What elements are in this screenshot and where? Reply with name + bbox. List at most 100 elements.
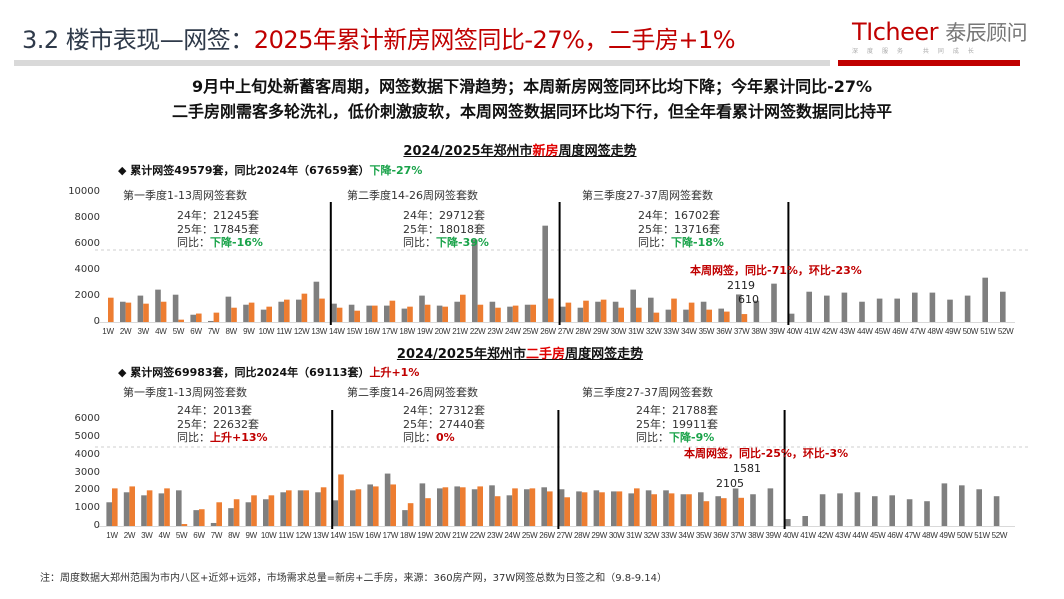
x-tick-label: 28W bbox=[574, 531, 590, 540]
chart-title-part: 2024/2025年郑州市 bbox=[403, 144, 533, 159]
x-tick-label: 4W bbox=[155, 327, 167, 336]
bar-2024-50W bbox=[959, 485, 965, 526]
x-tick-label: 36W bbox=[716, 327, 732, 336]
stat-yoy-label: 同比： bbox=[403, 236, 436, 249]
bar-2025-14W bbox=[336, 307, 343, 322]
data-label: 2119 bbox=[727, 279, 755, 292]
bar-2024-25W bbox=[524, 489, 530, 526]
bar-2024-23W bbox=[489, 485, 495, 526]
bar-2024-13W bbox=[315, 492, 321, 526]
bar-2024-29W bbox=[595, 301, 601, 322]
bar-2024-22W bbox=[471, 489, 478, 526]
bar-2024-28W bbox=[576, 491, 582, 526]
y-tick-label: 2000 bbox=[74, 484, 100, 496]
quarter-label: 第二季度14-26周网签套数 bbox=[347, 386, 478, 399]
bar-2025-3W bbox=[143, 303, 149, 322]
x-tick-label: 21W bbox=[452, 327, 468, 336]
stat-yoy-value: 下降-16% bbox=[210, 236, 263, 249]
bar-2024-41W bbox=[802, 516, 808, 526]
bar-2024-6W bbox=[193, 510, 199, 526]
cumulative-change: 下降-27% bbox=[369, 164, 423, 177]
bar-2024-32W bbox=[645, 490, 652, 526]
bar-2024-43W bbox=[841, 292, 848, 322]
x-tick-label: 34W bbox=[681, 327, 697, 336]
bar-2025-34W bbox=[688, 302, 695, 322]
bar-2024-38W bbox=[750, 494, 756, 526]
stat-2024: 24年：21788套 bbox=[636, 404, 718, 417]
bar-2024-22W bbox=[472, 239, 478, 322]
bar-2025-33W bbox=[668, 493, 675, 526]
bar-2025-6W bbox=[199, 509, 205, 526]
bar-2024-16W bbox=[367, 484, 373, 526]
x-tick-label: 5W bbox=[175, 531, 188, 540]
bar-2025-9W bbox=[248, 302, 255, 322]
bar-2025-31W bbox=[634, 488, 640, 526]
bar-2024-9W bbox=[243, 304, 249, 322]
bar-2025-8W bbox=[231, 307, 237, 322]
x-tick-label: 41W bbox=[800, 531, 816, 540]
bar-2025-13W bbox=[320, 487, 327, 526]
bar-2025-7W bbox=[216, 502, 222, 526]
x-tick-label: 7W bbox=[207, 327, 220, 336]
stat-2024: 24年：27312套 bbox=[403, 404, 485, 417]
bar-2025-35W bbox=[706, 309, 712, 322]
y-tick-label: 3000 bbox=[74, 466, 100, 478]
stat-yoy-value: 下降-9% bbox=[669, 431, 715, 444]
bar-2024-10W bbox=[260, 309, 267, 322]
chart-title-part: 2024/2025年郑州市 bbox=[396, 347, 527, 362]
bar-2025-22W bbox=[477, 304, 484, 322]
stat-yoy-label: 同比： bbox=[403, 431, 436, 444]
x-tick-label: 16W bbox=[365, 531, 381, 540]
stat-yoy-value: 下降-39% bbox=[436, 236, 489, 249]
bar-2024-51W bbox=[976, 489, 982, 526]
bar-2024-50W bbox=[964, 295, 971, 322]
x-tick-label: 41W bbox=[804, 327, 820, 336]
x-tick-label: 29W bbox=[593, 327, 609, 336]
quarter-label: 第一季度1-13周网签套数 bbox=[123, 386, 247, 399]
bar-2024-36W bbox=[715, 496, 721, 526]
bar-2025-2W bbox=[125, 302, 132, 322]
bar-2024-12W bbox=[297, 490, 304, 526]
x-tick-label: 46W bbox=[892, 327, 908, 336]
x-tick-label: 52W bbox=[997, 327, 1014, 336]
bar-2025-25W bbox=[530, 304, 536, 322]
quarter-stats: 24年：2013套 25年：22632套 同比：上升+13% bbox=[177, 404, 268, 445]
x-tick-label: 52W bbox=[991, 531, 1008, 540]
x-tick-label: 4W bbox=[158, 531, 170, 540]
chart-title-0: 2024/2025年郑州市新房周度网签走势 bbox=[0, 144, 1040, 160]
bar-2025-13W bbox=[319, 298, 325, 322]
x-tick-label: 23W bbox=[487, 531, 503, 540]
bar-2024-30W bbox=[611, 491, 617, 526]
x-tick-label: 44W bbox=[857, 327, 873, 336]
bar-2025-18W bbox=[407, 503, 414, 526]
bar-2025-24W bbox=[512, 488, 518, 526]
x-tick-label: 19W bbox=[417, 327, 433, 336]
bar-2024-4W bbox=[158, 493, 165, 526]
bar-2025-1W bbox=[108, 297, 114, 322]
bar-2025-24W bbox=[512, 305, 519, 322]
bar-2024-13W bbox=[313, 281, 320, 322]
bar-2025-34W bbox=[686, 494, 692, 526]
chart-title-part: 周度网签走势 bbox=[565, 347, 644, 362]
bar-2025-36W bbox=[724, 311, 730, 322]
bar-2025-14W bbox=[338, 474, 344, 526]
x-tick-label: 26W bbox=[540, 327, 556, 336]
bar-2024-18W bbox=[401, 308, 408, 322]
x-tick-label: 6W bbox=[190, 327, 202, 336]
bar-2024-6W bbox=[190, 314, 196, 322]
x-tick-label: 31W bbox=[626, 531, 642, 540]
stat-2025: 25年：18018套 bbox=[403, 222, 485, 236]
x-tick-label: 43W bbox=[839, 327, 855, 336]
bar-2025-2W bbox=[129, 486, 135, 526]
bar-2025-1W bbox=[112, 488, 118, 526]
x-tick-label: 35W bbox=[698, 327, 715, 336]
bar-2024-27W bbox=[560, 306, 566, 322]
x-tick-label: 42W bbox=[817, 531, 834, 540]
bar-2025-25W bbox=[529, 488, 536, 526]
x-tick-label: 8W bbox=[228, 531, 240, 540]
bar-2025-10W bbox=[266, 306, 272, 322]
stat-yoy-value: 0% bbox=[436, 431, 455, 444]
bar-2024-52W bbox=[1000, 291, 1006, 322]
quarter-stats: 24年：29712套 25年：18018套 同比：下降-39% bbox=[403, 209, 489, 250]
bar-2024-39W bbox=[771, 283, 777, 322]
